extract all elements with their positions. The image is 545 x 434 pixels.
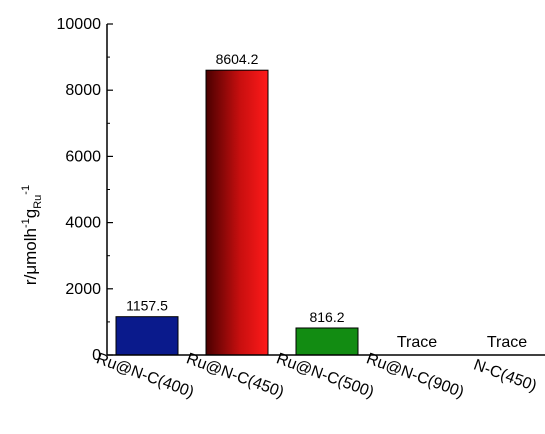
y-tick-label-0: 0 — [92, 347, 101, 364]
category-label-3: Ru@N-C(900) — [364, 350, 466, 401]
axes-layer: 0 2000 4000 6000 8000 10000 — [57, 16, 545, 364]
data-label-2: 816.2 — [309, 309, 344, 325]
data-label-4: Trace — [487, 334, 527, 351]
category-label-2: Ru@N-C(500) — [274, 350, 376, 401]
category-label-1: Ru@N-C(450) — [184, 350, 286, 401]
y-tick-label-3: 6000 — [65, 148, 101, 165]
bars-layer — [115, 69, 359, 356]
bar-0 — [115, 316, 179, 356]
y-tick-label-4: 8000 — [65, 82, 101, 99]
y-tick-label-2: 4000 — [65, 215, 101, 232]
data-labels-layer: 1157.5 8604.2 816.2 Trace Trace — [126, 51, 527, 351]
data-label-1: 8604.2 — [216, 51, 259, 67]
category-labels-layer: Ru@N-C(400)Ru@N-C(450)Ru@N-C(500)Ru@N-C(… — [94, 350, 539, 401]
y-tick-label-5: 10000 — [57, 16, 102, 33]
y-tick-label-1: 2000 — [65, 281, 101, 298]
bar-1 — [205, 69, 269, 356]
y-axis-title: r/μmolh-1gRu-1 — [20, 185, 44, 285]
category-label-0: Ru@N-C(400) — [94, 350, 196, 401]
data-label-0: 1157.5 — [126, 298, 168, 314]
category-label-4: N-C(450) — [471, 357, 539, 395]
data-label-3: Trace — [397, 334, 437, 351]
bar-2 — [295, 327, 359, 356]
